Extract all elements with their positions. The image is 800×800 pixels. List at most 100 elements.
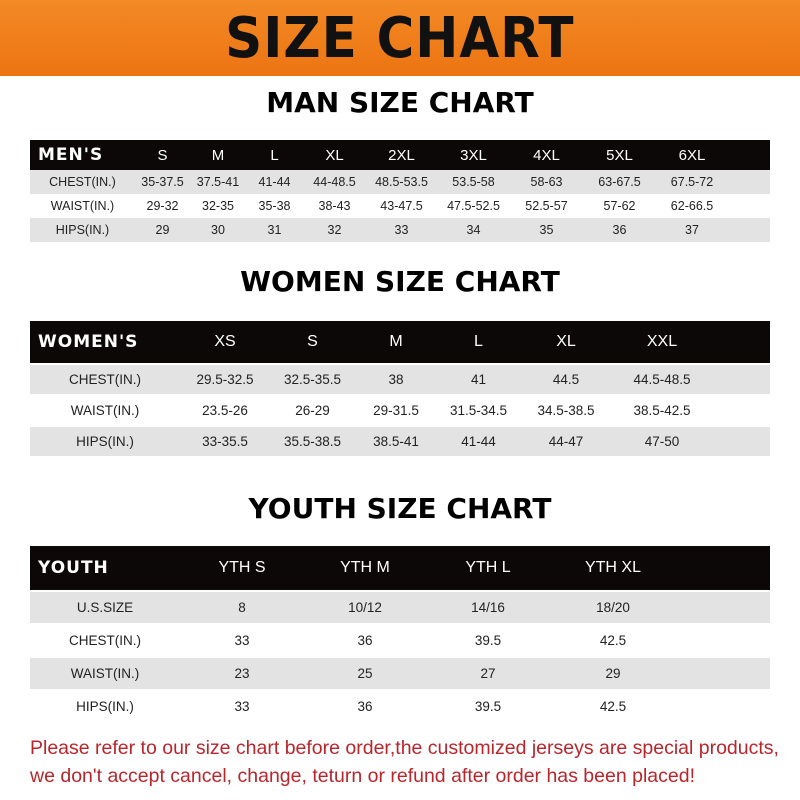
table-cell: 42.5	[599, 699, 627, 714]
table-cell: 8	[238, 600, 246, 615]
women-size-table: WOMEN'S XS S M L XL XXL CHEST(IN.) 29.5-32.5 32.5…	[30, 321, 770, 456]
table-cell: 14/16	[471, 600, 505, 615]
size-header: M	[211, 146, 225, 164]
notice-line-2: we don't accept cancel, change, teturn o…	[30, 765, 695, 787]
size-header: S	[157, 146, 168, 164]
row-label: HIPS(IN.)	[76, 434, 134, 449]
size-header: 6XL	[678, 146, 706, 164]
table-cell: 38.5-42.5	[633, 403, 691, 418]
table-row: WAIST(IN.) 23 25 27 29	[30, 658, 770, 689]
size-header: XXL	[646, 333, 678, 350]
table-cell: 41-44	[461, 434, 496, 449]
table-cell: 53.5-58	[452, 175, 495, 189]
table-cell: 37	[685, 223, 699, 237]
row-label: CHEST(IN.)	[69, 372, 141, 387]
table-cell: 33	[234, 633, 250, 648]
table-cell: 23	[234, 666, 250, 681]
table-cell: 29-31.5	[373, 403, 419, 418]
table-cell: 44.5	[552, 372, 580, 387]
table-cell: 42.5	[599, 633, 627, 648]
row-label: U.S.SIZE	[76, 600, 134, 615]
row-label: CHEST(IN.)	[69, 633, 141, 648]
size-header: 3XL	[460, 146, 487, 164]
table-cell: 26-29	[295, 403, 330, 418]
table-cell: 35	[539, 223, 554, 237]
table-cell: 33	[234, 699, 250, 714]
table-row: HIPS(IN.) 33 36 39.5 42.5	[30, 691, 770, 722]
header-label: YOUTH	[38, 558, 109, 578]
header-label: MEN'S	[38, 145, 104, 165]
table-header-row: WOMEN'S XS S M L XL XXL	[30, 321, 770, 363]
table-cell: 23.5-26	[202, 403, 248, 418]
table-cell: 32.5-35.5	[283, 372, 342, 387]
table-cell: 18/20	[596, 600, 630, 615]
table-row: HIPS(IN.) 33-35.5 35.5-38.5 38.5-41 41-44 44-…	[30, 427, 770, 456]
table-cell: 32	[327, 223, 342, 237]
table-cell: 44.5-48.5	[633, 372, 691, 387]
table-cell: 36	[612, 223, 627, 237]
table-cell: 44-47	[548, 434, 584, 449]
table-cell: 25	[357, 666, 373, 681]
table-row: CHEST(IN.) 35-37.5 37.5-41 41-44 44-48.5 48.5…	[30, 170, 770, 194]
table-cell: 29	[605, 666, 621, 681]
table-cell: 41-44	[258, 175, 291, 189]
table-header-row: MEN'S S M L XL 2XL 3XL 4XL 5XL 6XL	[30, 140, 770, 170]
size-header: 5XL	[606, 146, 633, 164]
row-label: HIPS(IN.)	[76, 699, 134, 714]
table-header-row: YOUTH YTH S YTH M YTH L YTH XL	[30, 546, 770, 590]
row-label: WAIST(IN.)	[70, 666, 140, 681]
table-cell: 57-62	[603, 199, 636, 213]
table-row: CHEST(IN.) 33 36 39.5 42.5	[30, 625, 770, 656]
table-cell: 38-43	[318, 199, 351, 213]
size-header: XL	[325, 146, 344, 164]
table-cell: 48.5-53.5	[375, 175, 428, 189]
table-cell: 47-50	[644, 434, 680, 449]
table-cell: 34.5-38.5	[537, 403, 595, 418]
table-cell: 36	[357, 699, 373, 714]
size-header: XS	[214, 333, 236, 350]
men-section-title: MAN SIZE CHART	[266, 86, 534, 119]
row-label: WAIST(IN.)	[50, 199, 115, 213]
table-row: U.S.SIZE 8 10/12 14/16 18/20	[30, 592, 770, 623]
table-cell: 35.5-38.5	[283, 434, 342, 449]
table-cell: 31	[267, 223, 282, 237]
youth-size-table: YOUTH YTH S YTH M YTH L YTH XL U.S.SIZE 8 10/12…	[30, 546, 770, 722]
table-cell: 33-35.5	[202, 434, 248, 449]
women-section-title: WOMEN SIZE CHART	[240, 265, 560, 298]
table-cell: 47.5-52.5	[447, 199, 500, 213]
table-cell: 39.5	[474, 633, 502, 648]
row-label: CHEST(IN.)	[49, 175, 116, 189]
table-cell: 31.5-34.5	[449, 403, 508, 418]
table-cell: 35-38	[258, 199, 291, 213]
table-cell: 30	[211, 223, 225, 237]
table-cell: 34	[466, 223, 481, 237]
size-header: YTH S	[218, 559, 266, 576]
size-header: 2XL	[388, 146, 415, 164]
table-cell: 33	[394, 223, 409, 237]
size-header: L	[474, 333, 483, 350]
table-row: WAIST(IN.) 29-32 32-35 35-38 38-43 43-47.5 47.…	[30, 194, 770, 218]
table-cell: 10/12	[348, 600, 382, 615]
size-header: S	[307, 333, 318, 350]
order-notice: Please refer to our size chart before or…	[30, 734, 790, 790]
table-cell: 41	[470, 372, 487, 387]
table-cell: 37.5-41	[196, 175, 240, 189]
size-header: YTH XL	[584, 559, 641, 576]
table-cell: 63-67.5	[598, 175, 641, 189]
table-row: HIPS(IN.) 29 30 31 32 33 34 35 36 37	[30, 218, 770, 242]
row-label: WAIST(IN.)	[70, 403, 140, 418]
table-cell: 39.5	[474, 699, 502, 714]
table-cell: 32-35	[202, 199, 234, 213]
size-header: M	[389, 333, 403, 350]
table-cell: 67.5-72	[670, 175, 714, 189]
size-header: XL	[556, 333, 576, 350]
notice-line-1: Please refer to our size chart before or…	[30, 737, 779, 759]
table-cell: 62-66.5	[670, 199, 714, 213]
size-chart-banner: SIZE CHART	[0, 0, 800, 76]
table-cell: 27	[480, 666, 496, 681]
table-cell: 58-63	[530, 175, 563, 189]
row-label: HIPS(IN.)	[55, 223, 110, 237]
table-cell: 43-47.5	[380, 199, 423, 213]
men-size-table: MEN'S S M L XL 2XL 3XL 4XL 5XL 6XL CHEST(IN.) 35-37…	[30, 140, 770, 242]
size-header: L	[270, 146, 279, 164]
